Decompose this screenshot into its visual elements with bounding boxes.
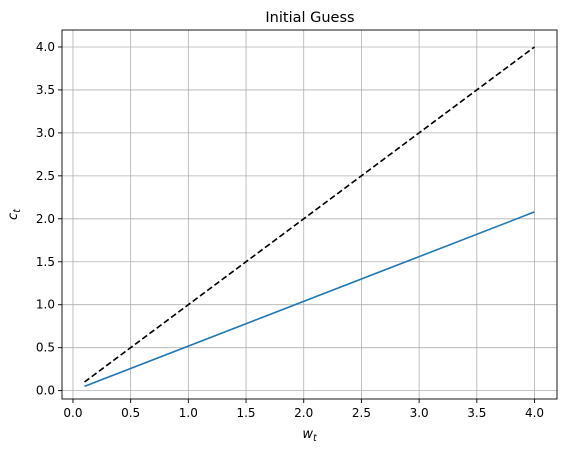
y-tick-label: 2.5 <box>36 169 55 183</box>
series-line-1 <box>84 46 535 383</box>
x-tick-label: 1.5 <box>236 406 255 420</box>
x-tick-label: 0.5 <box>121 406 140 420</box>
x-tick-label: 2.0 <box>294 406 313 420</box>
y-tick-label: 4.0 <box>36 40 55 54</box>
y-tick-label: 0.0 <box>36 384 55 398</box>
grid-lines <box>62 30 557 399</box>
y-tick-label: 2.0 <box>36 212 55 226</box>
x-tick-label: 0.0 <box>63 406 82 420</box>
y-tick-label: 1.0 <box>36 298 55 312</box>
y-axis-label: ct <box>6 208 23 220</box>
y-tick-label: 0.5 <box>36 341 55 355</box>
x-tick-label: 3.0 <box>410 406 429 420</box>
chart-title: Initial Guess <box>265 10 354 26</box>
x-tick-label: 4.0 <box>525 406 544 420</box>
y-axis-label-subscript: t <box>12 208 23 213</box>
y-axis-label-base: c <box>6 213 21 220</box>
y-tick-label: 3.0 <box>36 126 55 140</box>
series-line-2 <box>84 211 535 388</box>
x-axis-label: wt <box>302 427 318 444</box>
x-axis-label-subscript: t <box>313 433 318 444</box>
y-tick-label: 3.5 <box>36 83 55 97</box>
axes-frame <box>61 29 558 400</box>
plot-area: 0.0 0.5 1.0 1.5 2.0 2.5 3.0 3.5 4.0 0.0 0.5 1.0 1.5 2… <box>6 29 558 444</box>
x-tick-label: 2.5 <box>352 406 371 420</box>
x-tick-label: 3.5 <box>467 406 486 420</box>
x-tick-label: 1.0 <box>179 406 198 420</box>
y-tick-label: 1.5 <box>36 255 55 269</box>
x-axis-label-base: w <box>302 427 313 442</box>
